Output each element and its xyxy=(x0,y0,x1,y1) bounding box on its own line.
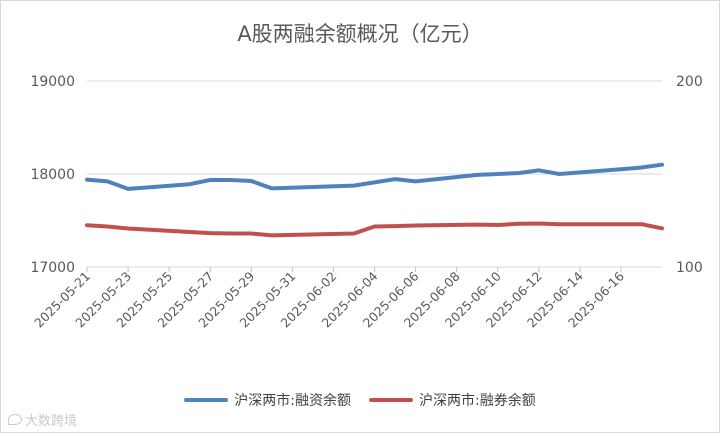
legend-item-securities-lending: 沪深两市:融券余额 xyxy=(369,390,536,410)
watermark-text: 大数跨境 xyxy=(25,414,78,429)
y-axis-left: 17000 18000 19000 xyxy=(30,74,75,276)
y-axis-right: 100 200 xyxy=(676,74,703,276)
y-left-tick-label: 18000 xyxy=(30,167,75,183)
y-left-tick-label: 19000 xyxy=(30,74,75,90)
series-line-financing xyxy=(85,162,664,191)
legend-swatch-financing xyxy=(184,398,229,402)
y-right-tick-label: 200 xyxy=(676,74,703,90)
legend-swatch-securities-lending xyxy=(369,398,413,402)
x-axis: 2025-05-212025-05-232025-05-252025-05-27… xyxy=(31,267,627,330)
series-line-securities-lending xyxy=(85,221,664,238)
legend-item-financing: 沪深两市:融资余额 xyxy=(184,390,351,410)
y-right-tick-label: 100 xyxy=(676,260,703,276)
watermark: 大数跨境 xyxy=(8,410,77,429)
y-left-tick-label: 17000 xyxy=(30,260,75,276)
speech-bubble-icon xyxy=(8,414,22,425)
series-lines xyxy=(85,162,664,238)
chart-title: A股两融余额概况（亿元） xyxy=(237,22,483,46)
legend: 沪深两市:融资余额 沪深两市:融券余额 xyxy=(0,390,720,410)
legend-label-securities-lending: 沪深两市:融券余额 xyxy=(419,393,536,409)
legend-label-financing: 沪深两市:融资余额 xyxy=(234,393,351,409)
